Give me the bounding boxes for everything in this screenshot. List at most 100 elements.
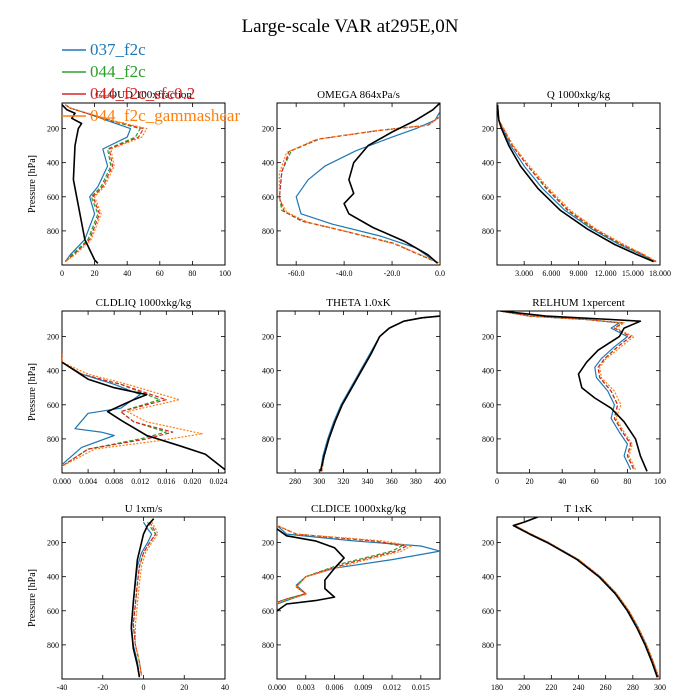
x-tick-label: 0.003 xyxy=(297,683,315,692)
series-line-3 xyxy=(64,104,145,263)
series-line-5 xyxy=(62,104,99,264)
y-tick-label: 400 xyxy=(47,159,59,168)
x-tick-label: 0 xyxy=(495,477,499,486)
series-line-4 xyxy=(497,104,657,263)
series-line-5 xyxy=(500,311,648,472)
series-line-1 xyxy=(64,104,132,262)
y-tick-label: 400 xyxy=(482,367,494,376)
series-line-1 xyxy=(295,111,440,263)
panel-7: U 1xm/s -40 -20 0 20 40 200 400 600 800 Pressure [… xyxy=(27,503,229,692)
panel-8: CLDICE 1000xkg/kg 0.000 0.003 0.006 0.009 0.0… xyxy=(262,503,441,692)
series-line-5 xyxy=(512,517,659,678)
y-tick-label: 400 xyxy=(482,159,494,168)
x-tick-label: 40 xyxy=(123,269,131,278)
y-tick-label: 200 xyxy=(482,333,494,342)
legend-entry: 044_f2c_gammashear xyxy=(90,106,240,125)
y-tick-label: 200 xyxy=(47,539,59,548)
x-tick-label: 0.024 xyxy=(209,477,227,486)
series-group xyxy=(130,518,159,678)
y-axis-label: Pressure [hPa] xyxy=(27,155,38,213)
x-tick-label: 0.012 xyxy=(131,477,149,486)
series-group xyxy=(278,103,440,264)
series-line-3 xyxy=(321,315,440,472)
panel-5: THETA 1.0xK 280 300 320 340 360 380 400 200 400 60… xyxy=(262,297,446,486)
y-tick-label: 200 xyxy=(47,125,59,134)
series-line-4 xyxy=(62,353,203,467)
plot-frame xyxy=(276,516,441,680)
legend-entry: 037_f2c xyxy=(90,40,146,59)
legend-entry: 044_f2c xyxy=(90,62,146,81)
panel-title: CLDLIQ 1000xkg/kg xyxy=(96,297,192,309)
x-tick-label: 0 xyxy=(60,269,64,278)
x-tick-label: 0.009 xyxy=(354,683,372,692)
series-line-3 xyxy=(278,116,440,264)
series-line-1 xyxy=(319,315,440,472)
series-line-5 xyxy=(343,103,440,264)
plot-frame xyxy=(61,310,226,474)
x-tick-label: 0.008 xyxy=(105,477,123,486)
series-group xyxy=(497,104,657,263)
series-line-4 xyxy=(64,104,148,263)
panel-title: OMEGA 864xPa/s xyxy=(317,89,400,101)
x-tick-label: 0.015 xyxy=(412,683,430,692)
x-tick-label: 80 xyxy=(188,269,196,278)
x-tick-label: 320 xyxy=(337,477,349,486)
x-tick-label: 280 xyxy=(627,683,639,692)
x-tick-label: 0.012 xyxy=(383,683,401,692)
series-line-5 xyxy=(277,528,345,612)
x-tick-label: 0.016 xyxy=(157,477,175,486)
y-tick-label: 200 xyxy=(262,333,274,342)
series-line-3 xyxy=(500,311,635,470)
legend: 037_f2c 044_f2c 044_f2c_sfc0.2 044_f2c_gamm… xyxy=(62,40,240,125)
y-tick-label: 200 xyxy=(482,125,494,134)
y-tick-label: 400 xyxy=(47,367,59,376)
series-line-4 xyxy=(500,311,637,470)
y-tick-label: 600 xyxy=(482,401,494,410)
x-tick-label: -40.0 xyxy=(336,269,353,278)
y-tick-label: 800 xyxy=(262,435,274,444)
panel-3: Q 1000xkg/kg 3.000 6.000 9.000 12.000 15.000 1… xyxy=(482,89,671,278)
x-tick-label: 20 xyxy=(91,269,99,278)
x-tick-label: 0.0 xyxy=(435,269,445,278)
series-line-4 xyxy=(321,315,440,472)
y-tick-label: 400 xyxy=(262,159,274,168)
x-tick-label: 0.000 xyxy=(53,477,71,486)
y-tick-label: 800 xyxy=(47,435,59,444)
x-tick-label: 60 xyxy=(591,477,599,486)
series-line-3 xyxy=(132,521,157,676)
x-tick-label: -20 xyxy=(97,683,108,692)
panel-title: U 1xm/s xyxy=(125,503,163,515)
series-line-3 xyxy=(277,524,407,603)
y-tick-label: 800 xyxy=(482,227,494,236)
y-tick-label: 200 xyxy=(262,539,274,548)
x-tick-label: 0 xyxy=(142,683,146,692)
plot-frame xyxy=(61,516,226,680)
series-line-3 xyxy=(514,517,660,678)
x-tick-label: 40 xyxy=(221,683,229,692)
series-line-5 xyxy=(497,104,655,263)
legend-entry: 044_f2c_sfc0.2 xyxy=(90,84,195,103)
x-tick-label: -20.0 xyxy=(384,269,401,278)
y-tick-label: 600 xyxy=(262,607,274,616)
series-line-1 xyxy=(497,104,656,263)
series-line-2 xyxy=(62,353,167,467)
series-line-3 xyxy=(497,104,657,263)
x-tick-label: 100 xyxy=(654,477,666,486)
plot-frame xyxy=(61,102,226,266)
y-tick-label: 600 xyxy=(47,607,59,616)
panel-title: RELHUM 1xpercent xyxy=(532,297,625,309)
series-line-2 xyxy=(514,517,660,678)
x-tick-label: 100 xyxy=(219,269,231,278)
panel-title: THETA 1.0xK xyxy=(326,297,391,309)
panel-6: RELHUM 1xpercent 0 20 40 60 80 100 200 400 600 800 xyxy=(482,297,666,486)
plot-frame xyxy=(276,310,441,474)
x-tick-label: 80 xyxy=(623,477,631,486)
x-tick-label: 18.000 xyxy=(649,269,671,278)
y-tick-label: 400 xyxy=(262,367,274,376)
series-line-3 xyxy=(62,353,174,467)
x-tick-label: 20 xyxy=(180,683,188,692)
x-tick-label: 9.000 xyxy=(570,269,588,278)
y-tick-label: 200 xyxy=(262,125,274,134)
